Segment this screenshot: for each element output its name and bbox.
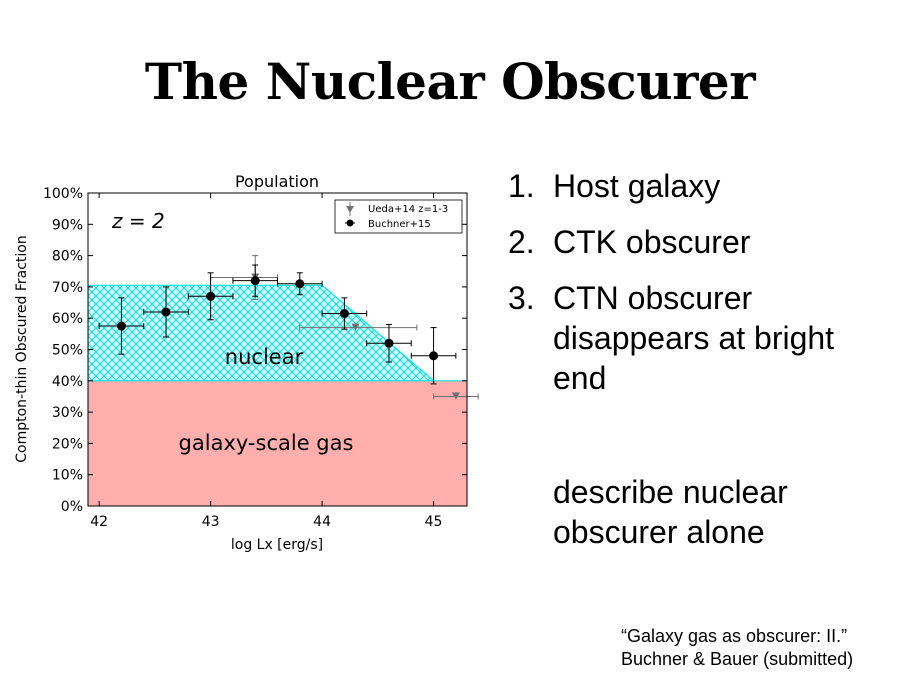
- list-text: CTK obscurer: [553, 224, 751, 260]
- redshift-annotation: z = 2: [111, 209, 165, 233]
- data-point-buchner: [321, 297, 368, 330]
- legend: Ueda+14 z=1-3 Buchner+15: [334, 199, 463, 234]
- region-label-nuclear: nuclear: [225, 345, 304, 369]
- region-nuclear: [88, 284, 467, 382]
- data-point-ueda: [433, 392, 479, 400]
- list-text: Host galaxy: [553, 168, 721, 204]
- data-point-buchner: [277, 272, 323, 296]
- x-tick-label: 44: [313, 514, 331, 530]
- list-item: 3. CTN obscurer disappears at bright end: [508, 278, 888, 398]
- marker-circle: [161, 307, 171, 317]
- legend-entry-buchner: Buchner+15: [368, 219, 431, 230]
- y-tick-label: 20%: [52, 436, 83, 452]
- x-tick-label: 43: [202, 514, 220, 530]
- x-tick-label: 42: [90, 514, 108, 530]
- y-tick-label: 40%: [52, 374, 83, 390]
- marker-circle: [250, 276, 260, 286]
- marker-circle: [116, 321, 126, 331]
- y-tick-label: 80%: [52, 249, 83, 265]
- marker-circle: [429, 351, 439, 361]
- data-point-buchner: [232, 264, 278, 297]
- data-point-ueda: [299, 323, 418, 331]
- data-point-buchner: [410, 327, 457, 385]
- slide-title: The Nuclear Obscurer: [144, 52, 756, 111]
- x-tick-label: 45: [425, 514, 443, 530]
- region-label-galaxy-gas: galaxy-scale gas: [179, 431, 354, 455]
- y-tick-label: 30%: [52, 405, 83, 421]
- marker-circle: [206, 291, 216, 301]
- marker-circle: [295, 279, 305, 289]
- list-text: CTN obscurer disappears at bright end: [553, 280, 835, 396]
- marker-circle: [384, 338, 394, 348]
- y-tick-label: 70%: [52, 280, 83, 296]
- y-tick-label: 90%: [52, 217, 83, 233]
- data-point-buchner: [187, 272, 234, 321]
- marker-circle: [339, 309, 349, 319]
- list-number: 3.: [508, 280, 535, 316]
- list-item: 2. CTK obscurer: [508, 222, 888, 262]
- note-text: describe nuclear obscurer alone: [553, 474, 788, 550]
- list-item: 1. Host galaxy: [508, 166, 888, 206]
- bullet-list: 1. Host galaxy 2. CTK obscurer 3. CTN ob…: [508, 166, 888, 414]
- data-point-buchner: [98, 297, 145, 355]
- citation-line: Buchner & Bauer (submitted): [621, 649, 854, 669]
- legend-entry-ueda: Ueda+14 z=1-3: [368, 204, 448, 215]
- y-tick-label: 50%: [52, 343, 83, 359]
- data-point-buchner: [366, 323, 412, 363]
- y-tick-label: 0%: [61, 499, 83, 515]
- list-number: 1.: [508, 168, 535, 204]
- region-galaxy-gas: [88, 380, 467, 506]
- marker-triangle: [351, 323, 360, 331]
- chart-title: Population: [235, 172, 319, 191]
- y-tick-label: 100%: [43, 186, 83, 202]
- data-point-buchner: [143, 286, 189, 338]
- y-axis-label: Compton-thin Obscured Fraction: [14, 235, 30, 462]
- legend-box: [334, 199, 463, 234]
- y-tick-label: 60%: [52, 311, 83, 327]
- citation-line: “Galaxy gas as obscurer: II.”: [621, 626, 848, 646]
- x-axis-label: log Lx [erg/s]: [231, 537, 323, 553]
- citation: “Galaxy gas as obscurer: II.” Buchner & …: [621, 625, 853, 671]
- list-number: 2.: [508, 224, 535, 260]
- marker-triangle: [451, 392, 460, 400]
- obscured-fraction-chart: 42 43 44 45 0% 10% 20% 30% 40% 50% 60% 70% 80% 90% 100…: [14, 172, 479, 553]
- y-tick-label: 10%: [52, 468, 83, 484]
